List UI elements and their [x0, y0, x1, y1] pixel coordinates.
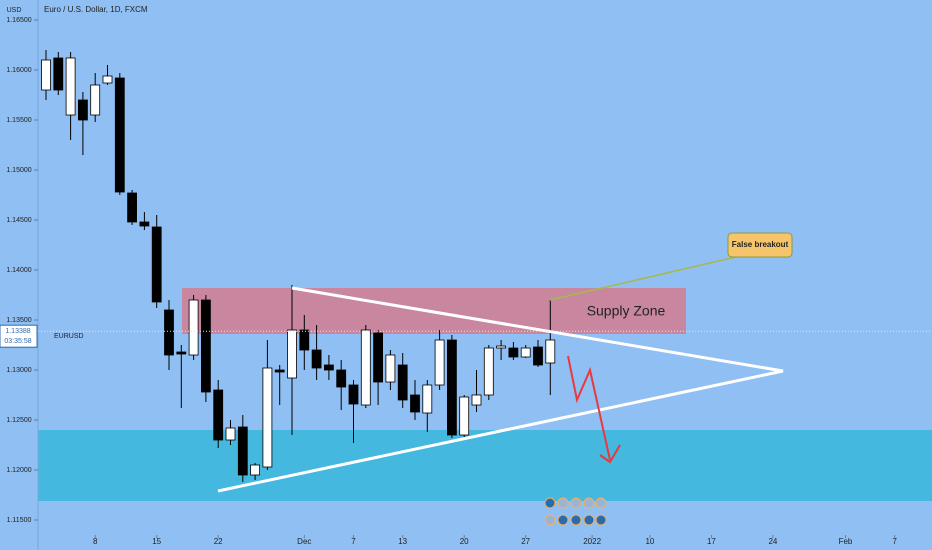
event-icon[interactable] [570, 497, 582, 509]
candle-body [336, 369, 347, 388]
candle-body [508, 347, 519, 358]
event-icon[interactable] [583, 497, 595, 509]
chart-title: Euro / U.S. Dollar, 1D, FXCM [44, 5, 148, 14]
countdown: 03:35:58 [4, 338, 31, 345]
y-tick-label: 1.14000 [6, 267, 31, 274]
candle-body [348, 384, 359, 405]
candle-body [299, 329, 310, 351]
candle-body [471, 394, 482, 406]
y-tick-label: 1.13500 [6, 317, 31, 324]
candle-body [434, 339, 445, 386]
x-tick-label: 20 [460, 537, 469, 546]
event-icon[interactable] [557, 497, 569, 509]
candle-body [459, 396, 470, 436]
callout-box [727, 232, 793, 258]
candle-body [410, 394, 420, 413]
candle-body [90, 84, 101, 116]
candle-body [360, 329, 371, 406]
candle-body [225, 427, 236, 441]
candle-body [65, 57, 76, 116]
event-icon[interactable] [595, 514, 607, 526]
event-icon[interactable] [595, 497, 607, 509]
candle-body [200, 299, 211, 393]
arrow-head [599, 444, 621, 464]
candle-body [53, 57, 64, 91]
y-tick-label: 1.12500 [6, 417, 31, 424]
y-tick-label: 1.15500 [6, 117, 31, 124]
candle-body [287, 329, 297, 379]
candle-body [78, 99, 88, 121]
candles [41, 50, 556, 482]
candle-body [520, 347, 531, 358]
candle-body [127, 192, 137, 223]
projection-arrow [567, 355, 611, 461]
x-tick-label: Feb [839, 537, 853, 546]
callout-text: False breakout [732, 240, 789, 249]
x-tick-label: 17 [707, 537, 716, 546]
zones [38, 288, 932, 501]
x-tick-label: 7 [892, 537, 897, 546]
demand-zone [38, 430, 932, 501]
candle-body [422, 384, 433, 414]
y-tick-label: 1.15000 [6, 167, 31, 174]
candle-body [164, 309, 174, 356]
event-icon[interactable] [544, 514, 556, 526]
x-tick-label: 22 [214, 537, 223, 546]
candle-body [262, 367, 273, 468]
candle-body [385, 354, 396, 383]
candle-body [446, 339, 457, 436]
candle-body [188, 299, 199, 356]
candle-body [114, 77, 125, 193]
candle-body [41, 59, 51, 91]
y-tick-label: 1.13000 [6, 367, 31, 374]
y-tick-label: 1.16500 [6, 17, 31, 24]
candle-body [397, 364, 408, 401]
y-tick-label: 1.14500 [6, 217, 31, 224]
event-icons [544, 497, 607, 526]
candle-body [545, 339, 556, 364]
candle-body [274, 369, 285, 373]
x-tick-label: 13 [398, 537, 407, 546]
candle-body [139, 221, 150, 227]
candle-body [483, 347, 494, 396]
last-price-box [0, 324, 38, 348]
triangle [217, 286, 784, 493]
x-tick-label: 2022 [583, 537, 601, 546]
event-icon[interactable] [570, 514, 582, 526]
x-tick-label: Dec [297, 537, 311, 546]
x-tick-label: 27 [521, 537, 530, 546]
y-tick-label: 1.12000 [6, 467, 31, 474]
candle-body [373, 332, 384, 383]
last-price-label: 1.13388 [5, 328, 30, 335]
candle-body [323, 364, 334, 371]
candle-body [102, 75, 113, 84]
candle-body [533, 346, 543, 366]
candle-body [496, 345, 507, 349]
zone-label: Supply Zone [587, 303, 666, 319]
callout-line [549, 255, 741, 301]
y-tick-label: 1.16000 [6, 67, 31, 74]
event-icon[interactable] [583, 514, 595, 526]
x-tick-label: 24 [768, 537, 777, 546]
drawings: False breakout Supply Zone [217, 232, 793, 526]
event-icon[interactable] [557, 514, 569, 526]
candle-body [213, 389, 224, 441]
x-tick-label: 10 [645, 537, 654, 546]
x-tick-label: 15 [152, 537, 161, 546]
candle-body [176, 351, 187, 355]
candle-body [237, 426, 248, 476]
event-icon[interactable] [544, 497, 556, 509]
candle-body [311, 349, 322, 369]
symbol: EURUSD [54, 333, 84, 340]
candle-body [151, 226, 162, 303]
currency: USD [7, 7, 22, 14]
x-tick-label: 8 [93, 537, 98, 546]
y-tick-label: 1.11500 [7, 517, 32, 524]
candle-body [250, 464, 261, 476]
x-tick-label: 7 [351, 537, 356, 546]
